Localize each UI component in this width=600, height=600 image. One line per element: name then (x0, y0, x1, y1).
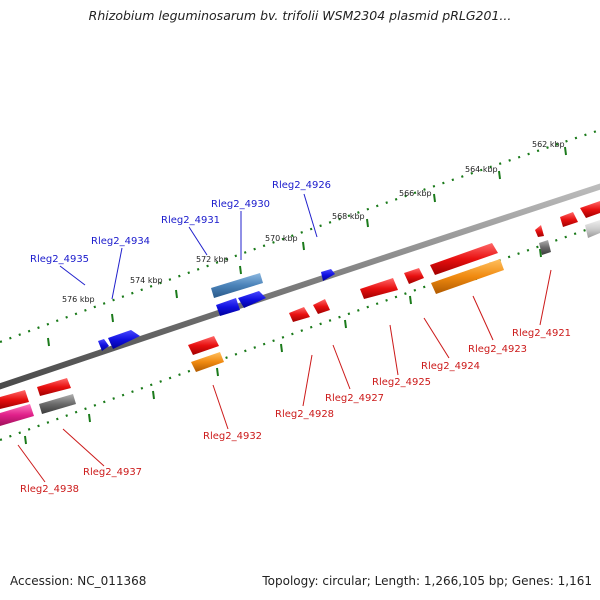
gene-rleg2-4938b[interactable] (0, 404, 34, 426)
accession-text: Accession: NC_011368 (10, 574, 147, 588)
gene-rleg2-4937a[interactable] (37, 378, 71, 396)
gene-label: Rleg2_4926 (272, 180, 331, 191)
sequence-backbone (0, 183, 600, 390)
gene-label: Rleg2_4921 (512, 328, 571, 339)
gene-rleg2-4935[interactable] (98, 339, 109, 351)
gene-rleg2-4932b[interactable] (191, 352, 224, 372)
gene-label: Rleg2_4930 (211, 199, 270, 210)
kbp-label: 568 kbp (332, 212, 365, 221)
gene-label: Rleg2_4934 (91, 236, 150, 247)
gene-label: Rleg2_4927 (325, 393, 384, 404)
reverse-strand-tick-rail (0, 223, 600, 442)
genome-summary-text: Topology: circular; Length: 1,266,105 bp… (262, 574, 592, 588)
gene-rleg2-4925[interactable] (360, 278, 398, 299)
gene-label: Rleg2_4932 (203, 431, 262, 442)
gene-rleg2-4930[interactable] (211, 273, 263, 298)
gene-rleg2-4923[interactable] (430, 243, 498, 275)
gene-label: Rleg2_4938 (20, 484, 79, 495)
kbp-label: 562 kbp (532, 140, 565, 149)
gene-rleg2-4926[interactable] (321, 269, 335, 281)
forward-genes (98, 269, 335, 351)
reverse-genes (0, 201, 600, 426)
map-title: Rhizobium leguminosarum bv. trifolii WSM… (88, 8, 512, 23)
gene-rleg2-4934[interactable] (108, 330, 140, 349)
gene-label: Rleg2_4935 (30, 254, 89, 265)
gene-label: Rleg2_4937 (83, 467, 142, 478)
bottom-gene-labels: Rleg2_4921 Rleg2_4923 Rleg2_4924 Rleg2_4… (20, 328, 571, 495)
kbp-label: 576 kbp (62, 295, 95, 304)
gene-rleg2-4928[interactable] (289, 307, 310, 322)
kbp-label: 572 kbp (196, 255, 229, 264)
gene-rleg2-4927[interactable] (313, 299, 330, 314)
gene-label: Rleg2_4924 (421, 361, 480, 372)
gene-rleg2-4937b[interactable] (39, 394, 76, 414)
kbp-label: 574 kbp (130, 276, 163, 285)
gene-rleg2-4921e[interactable] (539, 240, 551, 255)
gene-rleg2-4921b[interactable] (560, 212, 578, 227)
gene-rleg2-4932a[interactable] (188, 336, 219, 355)
kbp-label: 566 kbp (399, 189, 432, 198)
gene-label: Rleg2_4931 (161, 215, 220, 226)
kbp-label: 564 kbp (465, 165, 498, 174)
gene-label: Rleg2_4923 (468, 344, 527, 355)
top-gene-labels: Rleg2_4926 Rleg2_4930 Rleg2_4931 Rleg2_4… (30, 180, 331, 265)
gene-label: Rleg2_4925 (372, 377, 431, 388)
gene-rleg2-4924[interactable] (404, 268, 424, 284)
bottom-leader-lines (17, 269, 552, 483)
top-major-ticks (47, 146, 567, 347)
gene-rleg2-4921a[interactable] (580, 201, 600, 218)
gene-rleg2-4931a[interactable] (216, 298, 240, 316)
top-leader-lines (59, 193, 318, 300)
forward-strand-tick-rail (0, 128, 600, 344)
gene-rleg2-4924-orange[interactable] (431, 259, 504, 294)
gene-rleg2-4938a[interactable] (0, 390, 29, 409)
gene-rleg2-4931b[interactable] (238, 291, 266, 308)
kbp-label: 570 kbp (265, 234, 298, 243)
gene-label: Rleg2_4928 (275, 409, 334, 420)
gene-rleg2-4921c[interactable] (585, 220, 600, 238)
kbp-scale-labels: 562 kbp 564 kbp 566 kbp 568 kbp 570 kbp … (62, 140, 565, 304)
gene-rleg2-4921d[interactable] (535, 225, 544, 237)
